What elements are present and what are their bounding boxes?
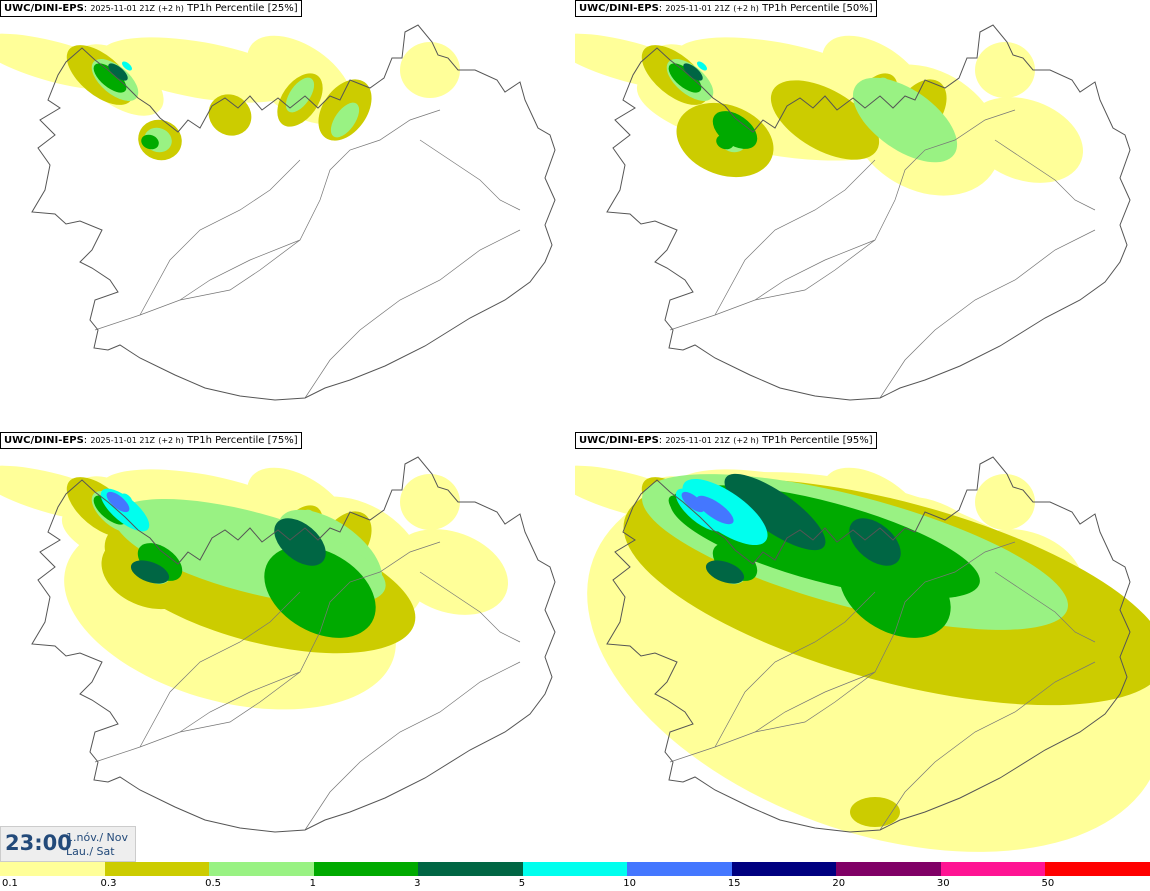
legend-swatch (313, 862, 420, 876)
road-line (304, 661, 521, 831)
road-line (94, 541, 441, 763)
precip-area (264, 546, 376, 638)
valid-time-box: 23:00 1.nóv./ Nov Lau./ Sat (0, 826, 136, 862)
legend-tick-label: 3 (414, 878, 421, 889)
road-line (179, 671, 301, 733)
road-line (669, 541, 1016, 763)
legend-tick-label: 50 (1041, 878, 1055, 889)
panel-title: UWC/DINI-EPS: 2025-11-01 21Z (+2 h) TP1h… (575, 0, 877, 17)
legend-swatch (731, 862, 838, 876)
precip-area (330, 102, 360, 138)
valid-time: 23:00 (5, 831, 72, 855)
road-line (754, 239, 876, 301)
precip-area (697, 61, 707, 71)
valid-date-line2: Lau./ Sat (66, 845, 115, 858)
road-line (669, 109, 1016, 331)
precip-area (849, 518, 901, 566)
legend-swatch (627, 862, 733, 876)
road-line (419, 571, 521, 643)
precip-area (681, 491, 705, 513)
precip-map (575, 24, 1131, 401)
legend-swatch (0, 862, 106, 876)
legend-swatch (418, 862, 524, 876)
precip-area (712, 111, 758, 149)
coastline (606, 24, 1131, 401)
precip-area (141, 134, 159, 150)
legend-swatch (836, 862, 942, 876)
legend-tick-label: 30 (936, 878, 950, 889)
precip-area (770, 80, 880, 160)
precip-map (0, 456, 556, 833)
precip-map (575, 456, 1150, 852)
precip-area (285, 77, 315, 113)
precip-area (852, 77, 958, 163)
road-line (994, 571, 1096, 643)
road-line (994, 139, 1096, 211)
precip-area (966, 97, 1084, 183)
coastline (31, 24, 556, 401)
road-line (419, 139, 521, 211)
color-legend: 0.1 0.3 0.5 1 3 5 10 15 20 30 50 (0, 862, 1150, 891)
panel-top-right: UWC/DINI-EPS: 2025-11-01 21Z (+2 h) TP1h… (575, 0, 1150, 430)
panel-bottom-right: UWC/DINI-EPS: 2025-11-01 21Z (+2 h) TP1h… (575, 432, 1150, 862)
precip-area (850, 797, 900, 827)
legend-tick-label: 0.5 (205, 878, 221, 889)
road-line (754, 671, 876, 733)
legend-tick-label: 0.3 (100, 878, 117, 889)
legend-tick-label: 15 (727, 878, 741, 889)
legend-swatch (522, 862, 629, 876)
precip-area (108, 63, 128, 81)
coastline (31, 456, 556, 833)
precip-area (668, 63, 702, 93)
road-line (139, 591, 301, 748)
panel-top-left: UWC/DINI-EPS: 2025-11-01 21Z (+2 h) TP1h… (0, 0, 575, 430)
road-line (179, 239, 301, 301)
road-line (139, 159, 301, 316)
precip-area (130, 560, 170, 584)
road-line (714, 591, 876, 748)
precip-area (391, 529, 509, 615)
precip-area (696, 495, 734, 525)
legend-swatch (209, 862, 315, 876)
valid-date: 1.nóv./ Nov Lau./ Sat (66, 831, 128, 859)
precip-area (122, 61, 132, 71)
precip-area (975, 474, 1035, 530)
legend-swatch (104, 862, 211, 876)
road-line (304, 229, 521, 399)
panel-title: UWC/DINI-EPS: 2025-11-01 21Z (+2 h) TP1h… (0, 432, 302, 449)
precip-area (106, 491, 130, 513)
precip-area (724, 473, 826, 551)
legend-swatch (1045, 862, 1150, 876)
precip-area (400, 42, 460, 98)
panel-bottom-left: UWC/DINI-EPS: 2025-11-01 21Z (+2 h) TP1h… (0, 432, 575, 862)
legend-tick-label: 0.1 (2, 878, 18, 889)
precip-map (0, 24, 556, 401)
precip-area (825, 762, 925, 822)
legend-tick-label: 10 (623, 878, 636, 889)
precip-area (274, 518, 326, 566)
road-line (879, 229, 1096, 399)
road-line (879, 661, 1096, 831)
panel-title: UWC/DINI-EPS: 2025-11-01 21Z (+2 h) TP1h… (575, 432, 877, 449)
precip-area (975, 42, 1035, 98)
legend-tick-label: 20 (832, 878, 846, 889)
legend-swatch (940, 862, 1047, 876)
legend-tick-label: 5 (518, 878, 526, 889)
coastline (606, 456, 1131, 833)
precip-area (705, 560, 745, 584)
panel-title: UWC/DINI-EPS: 2025-11-01 21Z (+2 h) TP1h… (0, 0, 302, 17)
road-line (714, 159, 876, 316)
valid-date-line1: 1.nóv./ Nov (66, 831, 129, 844)
precip-area (400, 474, 460, 530)
legend-tick-label: 1 (309, 878, 316, 889)
precip-area (93, 63, 127, 93)
road-line (94, 109, 441, 331)
precip-area (683, 63, 703, 81)
